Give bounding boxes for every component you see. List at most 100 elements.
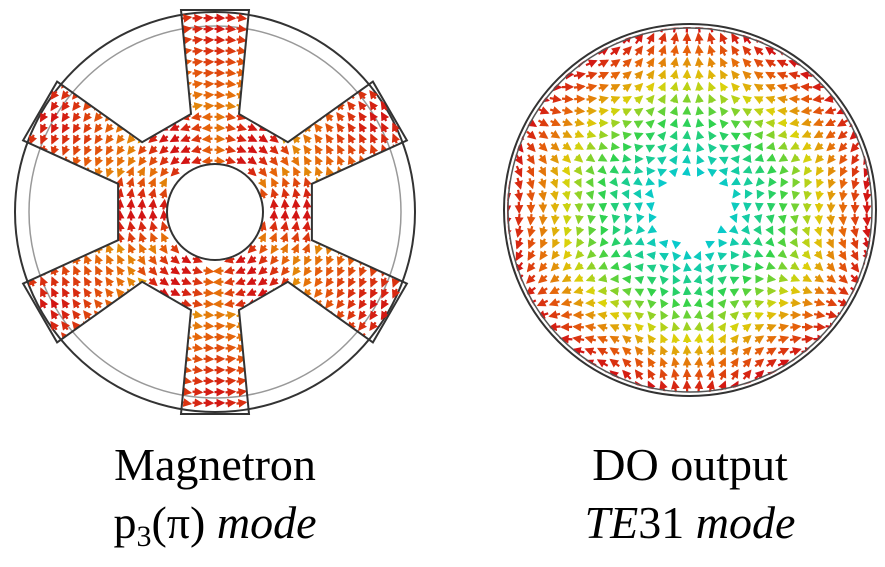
magnetron-field-arrow: [105, 276, 115, 287]
do-field-arrow: [742, 120, 753, 129]
do-field-arrow: [515, 249, 524, 262]
do-field-arrow: [717, 299, 727, 309]
do-field-arrow: [585, 59, 598, 68]
magnetron-field-arrow: [381, 288, 390, 299]
magnetron-field-arrow: [181, 254, 192, 264]
magnetron-field-arrow: [115, 177, 124, 188]
magnetron-field-arrow: [225, 134, 237, 143]
do-field-arrow: [561, 94, 574, 104]
do-field-arrow: [704, 263, 715, 274]
magnetron-field-arrow: [83, 134, 93, 145]
magnetron-field-arrow: [83, 310, 93, 320]
do-field-arrow: [719, 119, 729, 129]
do-field-arrow: [753, 108, 764, 117]
magnetron-field-arrow: [337, 266, 346, 277]
do-field-arrow: [744, 189, 753, 200]
do-field-arrow: [624, 225, 633, 235]
magnetron-field-arrow: [94, 134, 104, 145]
do-field-arrow: [574, 118, 585, 127]
do-field-arrow: [537, 286, 548, 295]
do-field-arrow: [597, 311, 608, 320]
do-field-arrow: [801, 118, 812, 127]
do-field-arrow: [768, 177, 777, 188]
do-field-arrow: [672, 251, 682, 262]
magnetron-field-arrow: [358, 310, 368, 321]
do-field-arrow: [550, 214, 560, 225]
magnetron-field-arrow: [94, 287, 104, 298]
magnetron-field-arrow: [94, 145, 104, 156]
magnetron-field-arrow: [369, 310, 379, 321]
do-field-arrow: [563, 214, 572, 225]
do-field-arrow: [670, 69, 679, 80]
magnetron-field-arrow: [270, 255, 280, 265]
do-field-arrow: [825, 118, 836, 127]
magnetron-field-arrow: [106, 156, 115, 167]
do-field-arrow: [718, 167, 729, 177]
magnetron-field-arrow: [84, 145, 93, 156]
do-field-arrow: [788, 94, 800, 104]
magnetron-field-arrow: [203, 288, 215, 298]
do-field-arrow: [645, 177, 656, 186]
magnetron-field-arrow: [269, 133, 279, 143]
magnetron-field-arrow: [380, 299, 390, 310]
magnetron-field-arrow: [137, 187, 146, 199]
do-field-arrow: [777, 141, 788, 150]
magnetron-field-arrow: [302, 232, 311, 243]
do-field-arrow: [765, 95, 776, 105]
do-field-arrow: [717, 225, 727, 234]
do-field-arrow: [560, 310, 572, 320]
magnetron-field-arrow: [381, 133, 390, 144]
magnetron-field-arrow: [236, 398, 248, 408]
do-field-arrow: [597, 165, 607, 175]
do-field-arrow: [586, 249, 597, 259]
do-field-arrow: [790, 141, 800, 150]
magnetron-field-arrow: [303, 266, 313, 277]
do-field-arrow: [705, 275, 714, 285]
do-field-arrow: [672, 274, 681, 285]
magnetron-field-arrow: [214, 156, 226, 166]
magnetron-field-arrow: [192, 299, 204, 308]
do-field-arrow: [561, 178, 570, 189]
do-field-arrow: [766, 274, 777, 283]
magnetron-field-arrow: [170, 167, 180, 177]
magnetron-field-arrow: [223, 288, 235, 297]
magnetron-field-arrow: [116, 232, 125, 243]
magnetron-field-arrow: [192, 354, 204, 364]
magnetron-field-arrow: [105, 287, 115, 298]
magnetron-field-arrow: [180, 123, 191, 132]
do-field-arrow: [537, 106, 550, 115]
magnetron-field-arrow: [50, 320, 60, 331]
magnetron-field-arrow: [212, 266, 224, 276]
magnetron-field-arrow: [314, 144, 324, 155]
magnetron-field-arrow: [336, 111, 346, 122]
magnetron-field-arrow: [159, 156, 169, 166]
do-field-arrow: [862, 225, 871, 239]
do-field-arrow: [586, 141, 596, 150]
magnetron-field-arrow: [180, 155, 191, 165]
magnetron-field-arrow: [39, 298, 49, 309]
magnetron-field-arrow: [50, 101, 60, 112]
do-field-arrow: [562, 118, 573, 127]
magnetron-field-arrow: [192, 46, 204, 56]
do-field-arrow: [779, 165, 789, 175]
magnetron-field-arrow: [149, 167, 159, 178]
magnetron-field-arrow: [292, 144, 302, 155]
magnetron-field-arrow: [315, 255, 324, 266]
magnetron-field-arrow: [236, 133, 247, 143]
do-field-arrow: [622, 46, 632, 56]
do-field-arrow: [573, 190, 583, 201]
do-field-arrow: [778, 214, 787, 225]
do-field-arrow: [777, 225, 786, 236]
magnetron-field-arrow: [336, 155, 346, 166]
do-field-arrow: [646, 32, 655, 45]
magnetron-field-arrow: [223, 277, 235, 286]
magnetron-field-arrow: [169, 144, 180, 154]
do-field-arrow: [550, 118, 562, 127]
magnetron-field-arrow: [192, 68, 204, 78]
do-field-arrow: [765, 249, 776, 258]
do-field-arrow: [694, 44, 704, 56]
magnetron-field-arrow: [358, 299, 368, 310]
magnetron-field-arrow: [105, 243, 115, 254]
magnetron-field-arrow: [268, 156, 279, 166]
magnetron-field-arrow: [224, 255, 235, 264]
